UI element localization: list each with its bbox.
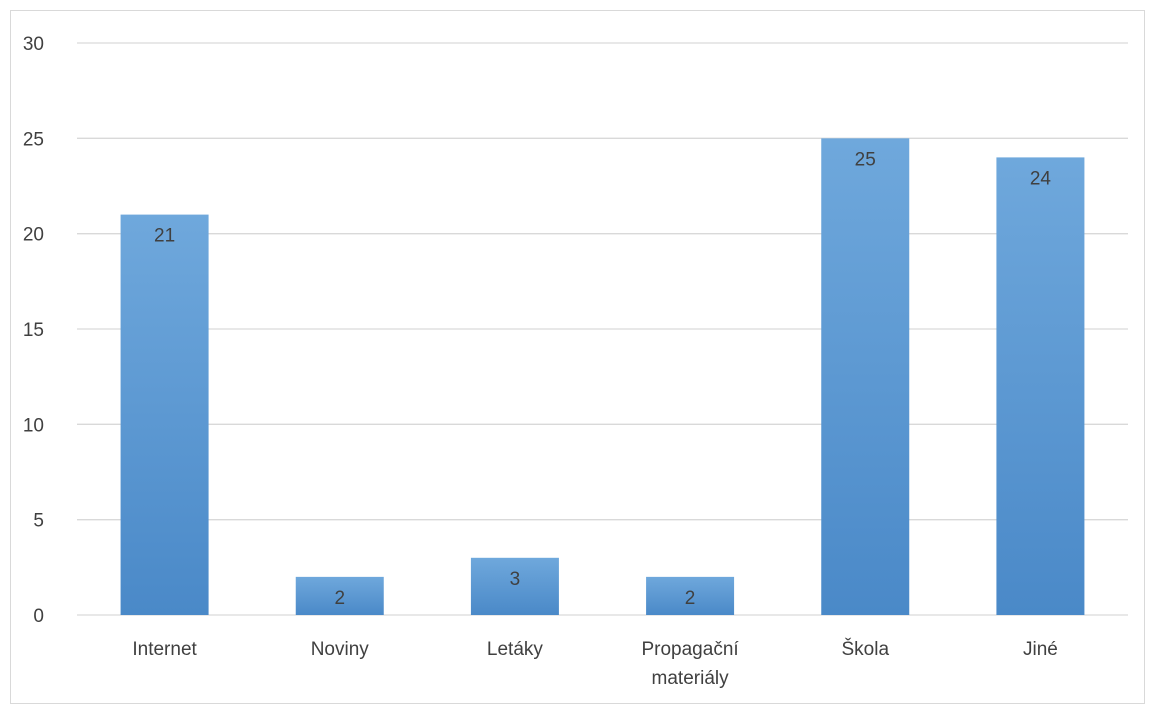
data-label: 3 bbox=[510, 569, 521, 590]
bar bbox=[821, 138, 910, 616]
x-category-label: Propagační materiály bbox=[641, 639, 739, 689]
data-label: 24 bbox=[1030, 168, 1052, 189]
y-tick-label: 25 bbox=[23, 129, 44, 150]
y-tick-label: 5 bbox=[33, 511, 44, 532]
y-tick-label: 30 bbox=[23, 34, 44, 55]
gridlines bbox=[77, 42, 1128, 616]
x-category-label: Noviny bbox=[311, 639, 370, 660]
data-label: 21 bbox=[154, 226, 175, 247]
x-category-label: Škola bbox=[841, 638, 889, 660]
bar bbox=[996, 157, 1085, 615]
bar bbox=[470, 557, 559, 615]
bars bbox=[120, 138, 1085, 616]
y-tick-label: 15 bbox=[23, 320, 44, 341]
x-axis-category-labels: Internet Noviny Letáky Propagační materiály Š… bbox=[132, 638, 1057, 689]
data-labels: 21 2 3 2 25 24 bbox=[154, 149, 1051, 609]
data-label: 2 bbox=[334, 588, 345, 609]
bar bbox=[646, 576, 735, 615]
y-axis-tick-labels: 0 5 10 15 20 25 30 bbox=[23, 34, 44, 627]
bar bbox=[120, 214, 209, 615]
bar bbox=[295, 576, 384, 615]
x-category-label: Internet bbox=[132, 639, 197, 660]
data-label: 25 bbox=[855, 149, 876, 170]
y-tick-label: 10 bbox=[23, 415, 44, 436]
x-category-label: Jiné bbox=[1023, 639, 1058, 660]
data-label: 2 bbox=[685, 588, 696, 609]
y-tick-label: 20 bbox=[23, 225, 44, 246]
y-tick-label: 0 bbox=[33, 606, 44, 627]
x-category-label: Letáky bbox=[487, 639, 543, 660]
